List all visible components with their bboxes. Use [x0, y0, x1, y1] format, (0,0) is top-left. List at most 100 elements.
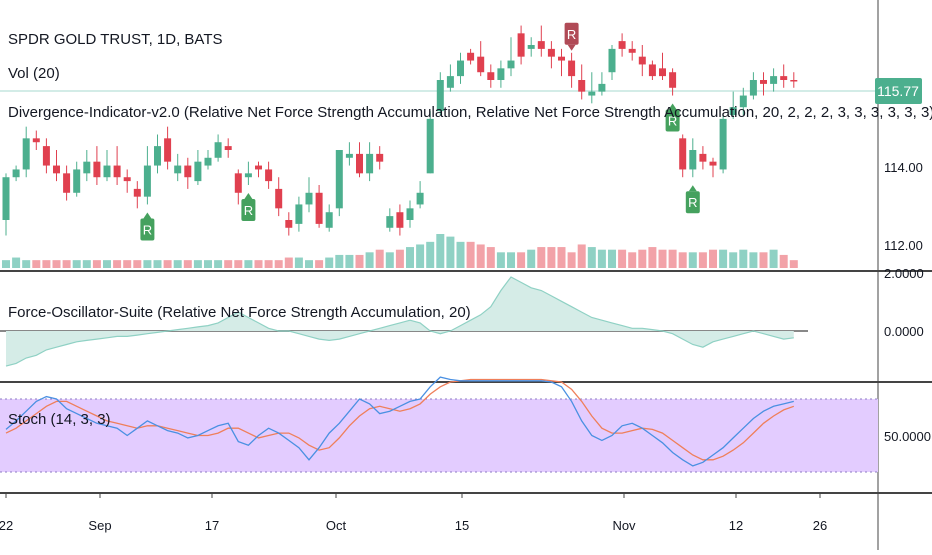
candle-body[interactable] — [73, 169, 81, 193]
candle-body[interactable] — [436, 80, 444, 112]
candle-body[interactable] — [103, 165, 111, 178]
candle-body[interactable] — [578, 80, 586, 92]
volume-bar — [597, 249, 606, 268]
bull-marker[interactable] — [685, 191, 700, 214]
candle-body[interactable] — [497, 68, 505, 80]
volume-bar — [123, 260, 132, 268]
volume-bar — [769, 249, 778, 268]
candle-body[interactable] — [457, 60, 464, 77]
candle-body[interactable] — [709, 161, 717, 166]
candle-body[interactable] — [12, 169, 20, 178]
candle-body[interactable] — [315, 192, 323, 224]
candle-body[interactable] — [255, 165, 262, 170]
candle-body[interactable] — [517, 33, 525, 57]
candle-body[interactable] — [154, 146, 161, 166]
candle-body[interactable] — [598, 83, 606, 92]
candle-body[interactable] — [477, 56, 485, 73]
candle-body[interactable] — [426, 118, 434, 174]
candle-body[interactable] — [659, 68, 666, 77]
candle-body[interactable] — [285, 220, 293, 228]
time-tick-label: 12 — [729, 518, 743, 533]
candle-body[interactable] — [628, 48, 636, 53]
candle-body[interactable] — [174, 165, 182, 174]
candle-body[interactable] — [275, 188, 283, 209]
candle-body[interactable] — [113, 165, 121, 178]
bull-marker[interactable] — [665, 109, 680, 132]
candle-body[interactable] — [446, 76, 454, 88]
candle-body[interactable] — [63, 173, 71, 193]
candle-body[interactable] — [204, 157, 212, 166]
candle-body[interactable] — [42, 146, 50, 166]
candle-body[interactable] — [386, 216, 394, 228]
candle-body[interactable] — [537, 41, 545, 49]
candle-body[interactable] — [406, 208, 414, 220]
candle-body[interactable] — [133, 188, 141, 197]
candle-body[interactable] — [244, 173, 252, 178]
candle-body[interactable] — [335, 150, 343, 209]
candle-body[interactable] — [265, 169, 273, 182]
candle-body[interactable] — [53, 165, 60, 174]
candle-body[interactable] — [164, 138, 172, 162]
volume-bar — [426, 241, 435, 268]
candle-body[interactable] — [32, 138, 40, 143]
candle-body[interactable] — [224, 146, 232, 150]
candle-body[interactable] — [214, 142, 222, 158]
candle-body[interactable] — [760, 80, 767, 84]
candle-body[interactable] — [123, 177, 131, 182]
volume-bar — [577, 244, 586, 268]
candle-body[interactable] — [679, 138, 687, 170]
candle-body[interactable] — [416, 192, 424, 205]
candle-body[interactable] — [234, 173, 242, 193]
candle-body[interactable] — [739, 95, 747, 108]
candle-body[interactable] — [568, 60, 576, 77]
candle-body[interactable] — [669, 72, 677, 88]
candle-body[interactable] — [638, 56, 646, 65]
candle-body[interactable] — [325, 212, 333, 228]
candle-body[interactable] — [194, 161, 202, 182]
volume-bar — [709, 249, 717, 268]
candle-body[interactable] — [527, 45, 535, 49]
candle-body[interactable] — [356, 153, 363, 174]
candle-body[interactable] — [558, 56, 565, 61]
candle-body[interactable] — [396, 212, 404, 228]
candle-body[interactable] — [729, 107, 737, 115]
candle-body[interactable] — [689, 150, 697, 170]
candle-body[interactable] — [547, 48, 555, 57]
bear-marker[interactable] — [564, 22, 579, 45]
volume-bar — [658, 249, 667, 268]
bull-marker[interactable] — [241, 199, 256, 221]
candle-body[interactable] — [345, 153, 353, 158]
volume-bar — [587, 247, 596, 268]
candle-body[interactable] — [507, 60, 515, 69]
candle-body[interactable] — [366, 153, 374, 174]
candle-body[interactable] — [588, 91, 596, 96]
oscillator-tick-label: 2.0000 — [884, 266, 924, 281]
candle-body[interactable] — [790, 80, 798, 82]
candle-body[interactable] — [376, 153, 384, 162]
candle-body[interactable] — [719, 118, 727, 170]
candle-body[interactable] — [305, 192, 313, 205]
candle-body[interactable] — [608, 48, 616, 73]
volume-bar — [688, 252, 697, 268]
candle-body[interactable] — [143, 165, 151, 197]
candle-body[interactable] — [780, 76, 788, 80]
volume-bar — [355, 254, 364, 268]
candle-body[interactable] — [83, 161, 91, 174]
candle-body[interactable] — [22, 138, 30, 170]
candle-body[interactable] — [487, 72, 495, 80]
last-price-tag[interactable] — [875, 78, 922, 104]
candle-body[interactable] — [699, 153, 707, 162]
candle-body[interactable] — [467, 52, 475, 61]
candle-body[interactable] — [770, 76, 778, 84]
candle-body[interactable] — [295, 204, 303, 224]
candle-body[interactable] — [749, 80, 757, 96]
candle-body[interactable] — [648, 64, 656, 77]
candle-body[interactable] — [2, 177, 10, 220]
candle-body[interactable] — [618, 41, 626, 49]
marker-label: R — [143, 222, 152, 237]
bull-marker[interactable] — [140, 218, 155, 241]
candle-body[interactable] — [93, 161, 101, 178]
volume-bar — [274, 260, 283, 268]
candle-body[interactable] — [184, 165, 192, 178]
